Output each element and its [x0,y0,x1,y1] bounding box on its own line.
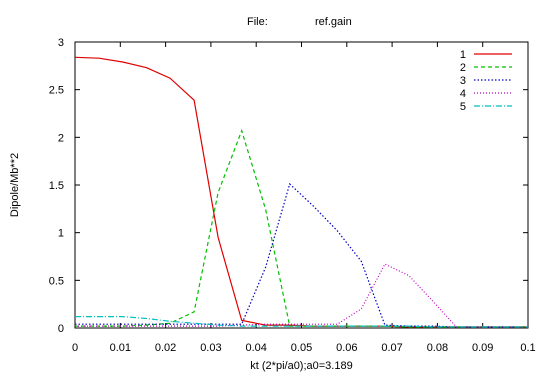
x-tick-label: 0.09 [472,342,493,354]
x-tick-label: 0.06 [336,342,357,354]
x-tick-label: 0.05 [291,342,312,354]
x-tick-label: 0.08 [427,342,448,354]
x-tick-label: 0.03 [200,342,221,354]
series-lines [74,56,528,328]
series-line-4 [75,263,528,328]
legend-label-2: 2 [460,62,466,74]
file-label: File: [247,16,268,28]
x-tick-label: 0.01 [110,342,131,354]
y-axis-title: Dipole/Mb**2 [9,153,21,217]
x-tick-label: 0 [72,342,78,354]
legend-label-5: 5 [460,101,466,113]
legend-label-3: 3 [460,75,466,87]
series-line-3 [75,182,528,328]
x-tick-label: 0.04 [245,342,266,354]
y-tick-label: 1.5 [49,180,64,192]
y-tick-labels: 0 0.5 1 1.5 2 2.5 3 [49,37,64,335]
y-tick-label: 3 [58,37,64,49]
x-axis-title: kt (2*pi/a0);a0=3.189 [250,360,352,372]
file-name: ref.gain [315,16,352,28]
y-tick-label: 2 [58,132,64,144]
y-tick-label: 1 [58,228,64,240]
y-tick-label: 0 [58,323,64,335]
y-tick-label: 2.5 [49,85,64,97]
y-tick-label: 0.5 [49,275,64,287]
series-line-5 [75,316,528,328]
x-tick-label: 0.1 [520,342,535,354]
x-tick-label: 0.07 [381,342,402,354]
x-tick-labels: 0 0.01 0.02 0.03 0.04 0.05 0.06 0.07 0.08 0.09 0.1 [72,342,536,354]
legend-label-4: 4 [460,88,466,100]
x-tick-label: 0.02 [155,342,176,354]
series-line-2 [75,128,528,328]
legend-label-1: 1 [460,49,466,61]
